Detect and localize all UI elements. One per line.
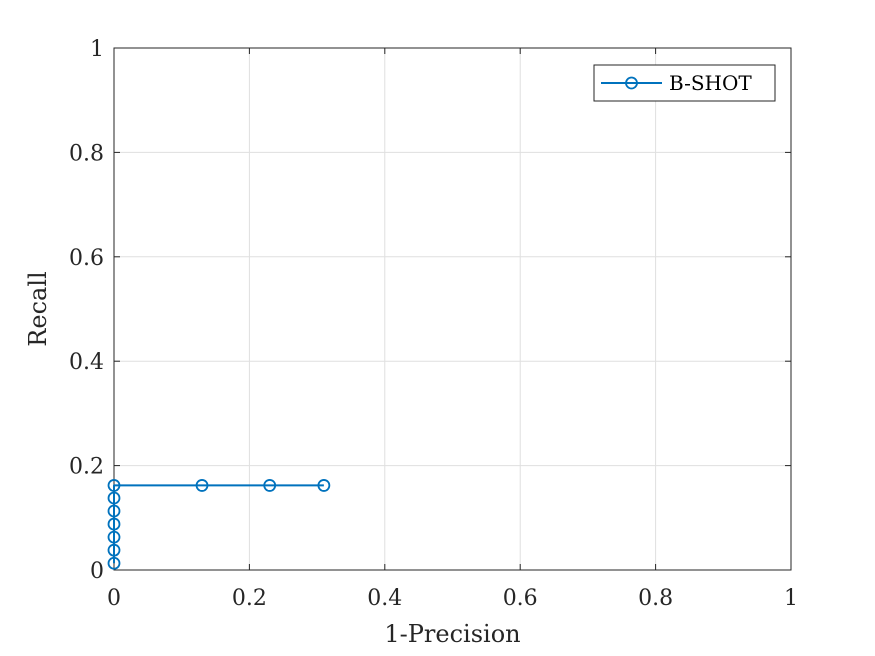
legend-marker-swatch [625,76,638,90]
data-point [195,479,209,492]
grid [113,47,792,571]
data-point [107,491,121,505]
x-axis-label: 1-Precision [384,620,520,648]
x-tick-labels: 0 0.2 0.4 0.6 0.8 1 [107,586,798,611]
x-tick-label: 0.2 [232,586,267,611]
data-point [107,517,121,531]
y-tick-label: 0.2 [69,455,104,480]
series-line-b-shot [113,484,324,564]
data-point [107,556,121,570]
y-tick-label: 0.6 [69,246,104,271]
y-tick-label: 0.8 [69,141,104,166]
x-tick-label: 1 [784,586,798,611]
data-point [107,530,121,544]
y-tick-label: 1 [90,37,104,62]
x-tick-label: 0.8 [638,586,673,611]
x-tick-label: 0.4 [367,586,402,611]
y-axis-label: Recall [24,271,52,346]
legend: B-SHOT [593,64,776,102]
x-tick-label: 0 [107,586,121,611]
y-tick-labels: 0 0.2 0.4 0.6 0.8 1 [69,37,104,584]
data-point [263,479,277,492]
plot-frame [113,47,792,571]
legend-entry-b-shot: B-SHOT [669,71,752,95]
y-tick-label: 0.4 [69,350,104,375]
y-tick-label: 0 [90,559,104,584]
axis-ticks [113,47,792,571]
data-point [107,479,121,492]
series-layer [107,479,331,570]
data-point [317,479,331,492]
x-tick-label: 0.6 [503,586,538,611]
data-point [107,504,121,518]
data-point [107,543,121,557]
